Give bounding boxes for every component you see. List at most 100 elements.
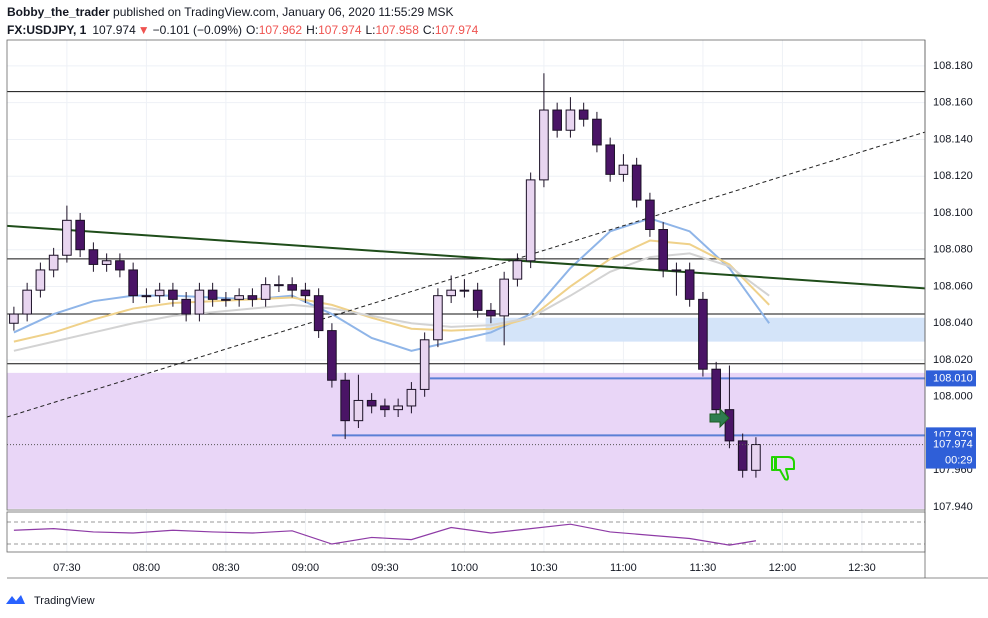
candle-body xyxy=(221,298,231,301)
y-tick-label: 108.180 xyxy=(933,60,973,72)
candle-body xyxy=(737,440,748,471)
x-tick-label: 10:30 xyxy=(530,562,558,574)
candle-body xyxy=(380,405,390,411)
plot xyxy=(7,40,925,510)
ohlc-key: C: xyxy=(423,23,435,37)
candle-body xyxy=(141,295,152,298)
candle-body xyxy=(75,219,85,251)
axes: 107.940107.960107.980108.000108.020108.0… xyxy=(6,39,988,579)
candle-body xyxy=(287,284,297,291)
symbol: FX:USDJPY, 1 xyxy=(7,23,87,37)
candle-body xyxy=(35,269,46,291)
candle-body xyxy=(592,118,602,146)
candle-body xyxy=(711,368,721,411)
header-line: Bobby_the_trader published on TradingVie… xyxy=(7,5,453,19)
ohlc-value: 107.974 xyxy=(318,23,362,37)
candle-body xyxy=(300,289,311,297)
moving-average xyxy=(13,239,770,343)
candle-body xyxy=(207,289,218,300)
ohlc-key: O: xyxy=(246,23,259,37)
arrow-icon xyxy=(709,407,730,429)
candle-body xyxy=(9,313,19,324)
candle-body xyxy=(486,309,496,317)
moving-average xyxy=(13,217,770,352)
candle-body xyxy=(605,144,615,175)
candle-body xyxy=(631,164,642,201)
candle-body xyxy=(472,289,483,311)
candle-body xyxy=(684,269,695,300)
y-tick-label: 108.000 xyxy=(933,391,973,403)
x-tick-label: 12:30 xyxy=(848,562,876,574)
y-tick-label: 108.060 xyxy=(933,280,973,292)
candle-body xyxy=(247,295,258,300)
x-tick-label: 07:30 xyxy=(53,562,81,574)
x-tick-label: 11:30 xyxy=(690,562,717,574)
candle-body xyxy=(234,295,244,300)
candle-body xyxy=(499,278,509,317)
arrow: ▼ xyxy=(138,23,150,37)
candle-body xyxy=(340,379,350,422)
candle-body xyxy=(724,409,735,442)
candle-body xyxy=(618,164,629,175)
logo xyxy=(6,595,25,604)
x-tick-label: 08:00 xyxy=(133,562,161,574)
change: −0.101 (−0.09%) xyxy=(153,23,242,37)
candle-body xyxy=(260,284,271,300)
candle-body xyxy=(552,109,562,131)
candle-body xyxy=(459,289,470,292)
candle-body xyxy=(154,289,165,297)
level-tag xyxy=(926,370,976,387)
zone xyxy=(7,372,925,509)
y-tick-label: 107.940 xyxy=(933,501,973,513)
candle-body xyxy=(48,254,59,271)
candle-body xyxy=(313,295,324,332)
moving-average xyxy=(13,252,770,352)
y-tick-label: 108.100 xyxy=(933,207,973,219)
last: 107.974 xyxy=(92,23,136,37)
candle-body xyxy=(194,289,205,315)
candle-body xyxy=(658,229,668,271)
candle-body xyxy=(115,260,125,271)
x-tick-label: 09:30 xyxy=(371,562,399,574)
y-tick-label: 108.160 xyxy=(933,97,973,109)
dashed-line xyxy=(7,131,925,418)
candle-body xyxy=(353,399,364,422)
candle-body xyxy=(327,330,337,381)
level-label: 108.010 xyxy=(933,372,973,384)
candle-body xyxy=(181,298,191,315)
candle-body xyxy=(419,339,430,390)
x-tick-label: 09:00 xyxy=(292,562,320,574)
brand: TradingView xyxy=(34,595,95,607)
candle-body xyxy=(62,219,72,256)
candle-body xyxy=(88,249,99,265)
thumbs-down-icon xyxy=(771,456,795,481)
author: Bobby_the_trader xyxy=(7,5,110,19)
y-tick-label: 108.080 xyxy=(933,244,973,256)
candle-body xyxy=(578,109,589,120)
ohlc-value: 107.962 xyxy=(259,23,303,37)
published: published on TradingView.com, January 06… xyxy=(110,5,454,19)
candle-body xyxy=(698,298,708,370)
last-price-tag xyxy=(926,436,976,469)
ohlc-value: 107.974 xyxy=(435,23,479,37)
x-tick-label: 11:00 xyxy=(610,562,637,574)
ohlc-key: H: xyxy=(306,23,318,37)
last-price-label: 107.974 xyxy=(933,438,973,450)
countdown: 00:29 xyxy=(945,454,973,466)
trendline xyxy=(7,224,925,290)
symbol-line: FX:USDJPY, 1 107.974 ▼ −0.101 (−0.09%) O:107… xyxy=(7,23,479,37)
candle-body xyxy=(366,399,377,407)
x-tick-label: 10:00 xyxy=(451,562,479,574)
candle-body xyxy=(22,289,32,315)
candle-body xyxy=(539,109,549,181)
candle-body xyxy=(751,444,761,471)
candle-body xyxy=(671,269,682,272)
candle-body xyxy=(512,260,523,280)
candle-body xyxy=(406,388,417,407)
candle-body xyxy=(446,289,456,297)
y-tick-label: 108.140 xyxy=(933,133,973,145)
ohlc-key: L: xyxy=(366,23,376,37)
rsi-pane xyxy=(7,512,925,552)
